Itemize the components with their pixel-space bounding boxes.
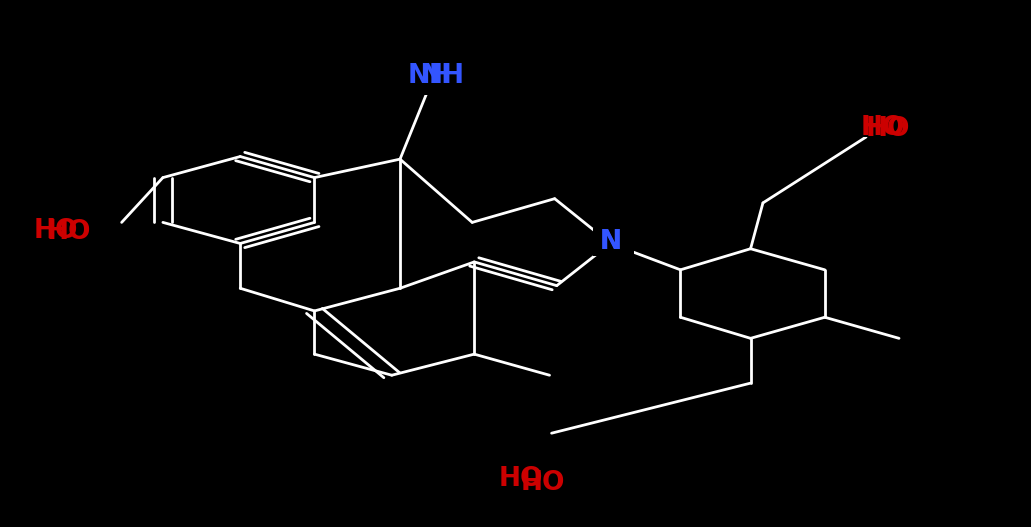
FancyBboxPatch shape: [499, 460, 587, 480]
Text: NH: NH: [407, 63, 452, 90]
Text: HO: HO: [46, 219, 91, 245]
Text: N: N: [599, 229, 622, 256]
Text: NH: NH: [421, 63, 465, 90]
Text: HO: HO: [498, 466, 543, 492]
FancyBboxPatch shape: [856, 117, 943, 137]
Text: HO: HO: [861, 114, 905, 141]
FancyBboxPatch shape: [418, 66, 479, 95]
FancyBboxPatch shape: [593, 228, 634, 256]
Text: HO: HO: [866, 116, 910, 142]
Text: HO: HO: [521, 470, 566, 496]
Text: N: N: [599, 229, 622, 256]
FancyBboxPatch shape: [31, 220, 119, 240]
Text: HO: HO: [34, 218, 78, 244]
